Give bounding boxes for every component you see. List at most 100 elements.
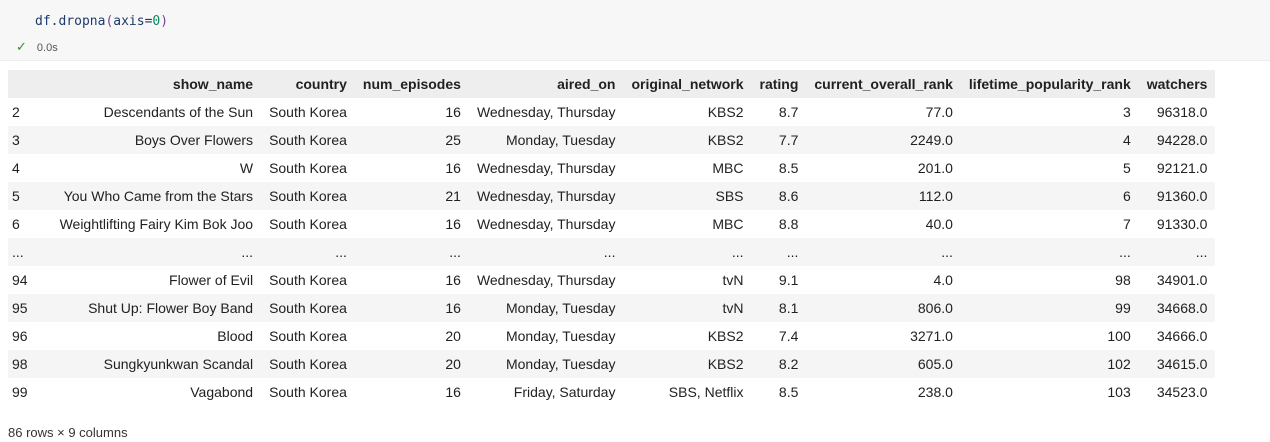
cell-lifetime-popularity-rank: 6 — [960, 182, 1139, 210]
cell-show-name: Boys Over Flowers — [51, 126, 262, 154]
cell-rating: ... — [751, 238, 807, 266]
cell-current-overall-rank: 40.0 — [925, 216, 953, 232]
execution-duration: 0.0s — [36, 42, 58, 54]
cell-rating: 8.8 — [778, 216, 799, 232]
cell-num-episodes: ... — [354, 238, 469, 266]
cell-country: ... — [261, 238, 355, 266]
cell-watchers: 91360.0 — [1138, 182, 1216, 210]
cell-lifetime-popularity-rank: 98 — [1115, 272, 1131, 288]
cell-original-network: KBS2 — [623, 350, 752, 378]
cell-rating: 8.6 — [751, 182, 807, 210]
column-header-show-name: show_name — [51, 70, 262, 98]
table-row: 99 Vagabond South Korea 16 Friday, Saturday S… — [8, 378, 1215, 406]
cell-aired-on: ... — [468, 238, 624, 266]
cell-current-overall-rank: 806.0 — [806, 294, 961, 322]
cell-country: South Korea — [269, 272, 347, 288]
table-header-row: show_name country num_episodes aired_on … — [8, 70, 1216, 98]
column-header-aired-on: aired_on — [468, 70, 624, 98]
cell-current-overall-rank: 112.0 — [806, 182, 961, 210]
cell-lifetime-popularity-rank: 4 — [960, 126, 1139, 154]
cell-show-name: Flower of Evil — [169, 272, 254, 288]
cell-aired-on: Wednesday, Thursday — [476, 160, 616, 176]
cell-aired-on: Friday, Saturday — [513, 384, 616, 400]
cell-country: South Korea — [269, 216, 347, 232]
cell-num-episodes: 16 — [354, 294, 469, 322]
cell-show-name: Descendants of the Sun — [103, 104, 254, 120]
cell-num-episodes: 25 — [354, 126, 469, 154]
table-row: 95 Shut Up: Flower Boy Band South Korea 16 M… — [8, 294, 1216, 322]
execution-status: ✓ 0.0s — [16, 39, 58, 55]
cell-watchers: 96318.0 — [1156, 104, 1208, 120]
cell-num-episodes: 20 — [354, 350, 469, 378]
cell-index: 99 — [12, 384, 28, 400]
table-row: 98 Sungkyunkwan Scandal South Korea 20 Monda… — [8, 350, 1216, 378]
cell-num-episodes: 16 — [445, 384, 461, 400]
cell-current-overall-rank: 605.0 — [806, 350, 961, 378]
cell-watchers: 34523.0 — [1156, 384, 1208, 400]
cell-show-name: Shut Up: Flower Boy Band — [51, 294, 262, 322]
cell-aired-on: Monday, Tuesday — [468, 126, 624, 154]
table-row: 3 Boys Over Flowers South Korea 25 Monday, T… — [8, 126, 1216, 154]
dataframe-shape-note: 86 rows × 9 columns — [8, 425, 128, 440]
cell-current-overall-rank: 201.0 — [917, 160, 953, 176]
column-header-original-network: original_network — [623, 70, 752, 98]
cell-num-episodes: 20 — [445, 328, 461, 344]
cell-country: South Korea — [269, 104, 347, 120]
cell-index: 6 — [12, 216, 20, 232]
cell-country: South Korea — [261, 350, 355, 378]
cell-watchers: 94228.0 — [1138, 126, 1216, 154]
cell-lifetime-popularity-rank: 3 — [1122, 104, 1131, 120]
cell-current-overall-rank: 2249.0 — [806, 126, 961, 154]
cell-num-episodes: 16 — [445, 216, 461, 232]
table-row: 4 W South Korea 16 Wednesday, Thursday MBC 8.5… — [8, 154, 1215, 182]
table-row: 2 Descendants of the Sun South Korea 16 Wedn… — [8, 98, 1215, 126]
cell-original-network: SBS — [623, 182, 752, 210]
column-header-index — [8, 70, 52, 98]
table-row: 96 Blood South Korea 20 Monday, Tuesday KBS2 7… — [8, 322, 1215, 350]
cell-current-overall-rank: ... — [806, 238, 961, 266]
cell-aired-on: Monday, Tuesday — [468, 350, 624, 378]
code-line[interactable]: df.dropna(axis=0) — [35, 14, 168, 29]
cell-show-name: Blood — [217, 328, 254, 344]
cell-lifetime-popularity-rank: 7 — [1122, 216, 1131, 232]
cell-aired-on: Wednesday, Thursday — [476, 104, 616, 120]
cell-country: South Korea — [261, 182, 355, 210]
cell-original-network: tvN — [623, 294, 752, 322]
cell-index: 95 — [8, 294, 52, 322]
cell-watchers: 34901.0 — [1156, 272, 1208, 288]
code-call: df.dropna — [35, 14, 106, 29]
cell-country: South Korea — [269, 328, 347, 344]
cell-watchers: 34666.0 — [1156, 328, 1208, 344]
cell-aired-on: Wednesday, Thursday — [476, 272, 616, 288]
cell-show-name: W — [239, 160, 254, 176]
table-row: .............................. — [8, 238, 1216, 266]
code-close-paren: ) — [160, 14, 169, 29]
cell-show-name: Sungkyunkwan Scandal — [51, 350, 262, 378]
dataframe-table: show_name country num_episodes aired_on … — [8, 70, 1216, 406]
code-arg-name: axis= — [113, 14, 153, 29]
column-header-country: country — [261, 70, 355, 98]
cell-show-name: Weightlifting Fairy Kim Bok Joo — [59, 216, 254, 232]
cell-index: 96 — [12, 328, 28, 344]
cell-current-overall-rank: 238.0 — [917, 384, 953, 400]
check-icon: ✓ — [16, 39, 27, 54]
cell-country: South Korea — [261, 294, 355, 322]
column-header-watchers: watchers — [1138, 70, 1216, 98]
cell-original-network: KBS2 — [707, 328, 744, 344]
cell-rating: 8.5 — [778, 160, 799, 176]
cell-index: 5 — [8, 182, 52, 210]
cell-show-name: Vagabond — [190, 384, 254, 400]
cell-lifetime-popularity-rank: 100 — [1107, 328, 1131, 344]
cell-original-network: MBC — [712, 216, 744, 232]
cell-watchers: 34615.0 — [1138, 350, 1216, 378]
code-cell-input[interactable]: df.dropna(axis=0) ✓ 0.0s — [0, 0, 1270, 61]
cell-num-episodes: 21 — [354, 182, 469, 210]
cell-rating: 8.1 — [751, 294, 807, 322]
cell-rating: 8.5 — [778, 384, 799, 400]
cell-num-episodes: 16 — [445, 272, 461, 288]
table-row: 94 Flower of Evil South Korea 16 Wednesday, … — [8, 266, 1215, 294]
cell-aired-on: Wednesday, Thursday — [468, 182, 624, 210]
column-header-lifetime-popularity-rank: lifetime_popularity_rank — [960, 70, 1139, 98]
cell-index: 3 — [8, 126, 52, 154]
cell-output: show_name country num_episodes aired_on … — [8, 70, 1216, 406]
